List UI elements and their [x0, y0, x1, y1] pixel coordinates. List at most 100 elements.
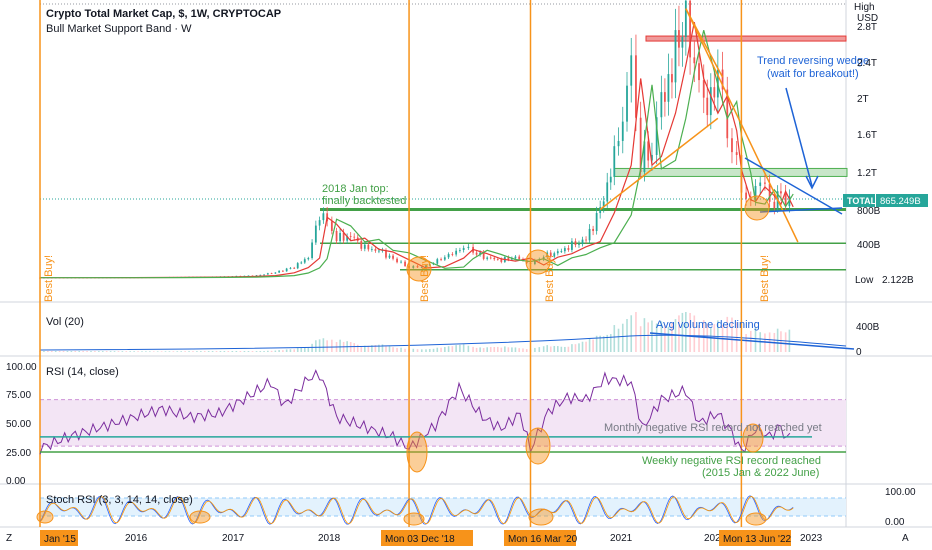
- indicator-label[interactable]: Bull Market Support Band · W: [46, 23, 192, 35]
- candle-body: [416, 266, 419, 268]
- volume-bar: [385, 346, 387, 352]
- candle-body: [467, 246, 470, 248]
- rsi-label[interactable]: RSI (14, close): [46, 366, 119, 378]
- candle-body: [458, 249, 461, 251]
- volume-bar: [219, 351, 222, 352]
- volume-bar: [296, 347, 299, 352]
- volume-bar: [564, 346, 566, 352]
- volume-bar: [592, 339, 594, 352]
- candle-body: [709, 87, 712, 116]
- last-value-badge: [876, 194, 928, 207]
- volume-bar: [606, 334, 609, 352]
- volume-bar: [152, 351, 155, 352]
- volume-bar: [462, 344, 465, 352]
- wedge-label: Trend reversing wedge: [757, 55, 869, 67]
- volume-bar: [105, 351, 108, 352]
- candle-body: [560, 251, 563, 252]
- volume-bar: [322, 338, 325, 352]
- bottom-circle: [189, 510, 211, 524]
- volume-label[interactable]: Vol (20): [46, 316, 84, 328]
- blue-wedge-upper: [744, 157, 843, 215]
- volume-bar: [129, 351, 132, 352]
- candle-body: [259, 274, 262, 276]
- volume-bar: [500, 347, 503, 352]
- volume-bar: [62, 351, 65, 352]
- volume-bar: [121, 351, 124, 352]
- candle-body: [296, 263, 299, 269]
- volume-bar: [489, 346, 492, 352]
- candle-body: [689, 0, 691, 58]
- volume-bar: [599, 335, 601, 352]
- candle-body: [574, 241, 577, 245]
- date-highlight-label: Jan '15: [44, 534, 76, 545]
- wedge-label-2: (wait for breakout!): [767, 68, 859, 80]
- volume-bar: [685, 312, 687, 352]
- candle-body: [571, 241, 573, 250]
- candle-body: [335, 230, 338, 242]
- candle-body: [553, 253, 556, 257]
- volume-bar: [117, 351, 120, 352]
- candle-body: [322, 213, 325, 221]
- volume-bar: [145, 351, 147, 352]
- candle-body: [266, 273, 269, 275]
- candle-body: [726, 89, 729, 139]
- volume-bar: [542, 346, 545, 352]
- volume-bar: [745, 333, 747, 352]
- volume-bar: [571, 344, 573, 352]
- candle-body: [609, 176, 612, 183]
- volume-bar: [467, 345, 470, 352]
- candle-body: [475, 252, 478, 255]
- volume-bar: [660, 321, 663, 352]
- volume-bar: [754, 327, 757, 352]
- candle-body: [621, 121, 624, 141]
- timezone-icon: Z: [6, 533, 12, 544]
- low-label: Low: [855, 275, 874, 286]
- candle-body: [507, 257, 510, 260]
- candle-body: [592, 228, 595, 232]
- volume-bar: [534, 347, 536, 352]
- volume-bar: [425, 349, 427, 352]
- volume-bar: [223, 351, 226, 352]
- jan-top-label-2: finally backtested: [322, 195, 406, 207]
- best-buy-label: Best Buy!: [43, 255, 55, 302]
- volume-bar: [176, 351, 179, 352]
- candle-body: [451, 254, 454, 255]
- volume-bar: [137, 351, 139, 352]
- volume-bar: [549, 346, 552, 352]
- volume-bar: [459, 344, 461, 352]
- volume-bar: [133, 351, 135, 352]
- volume-bar: [196, 351, 198, 352]
- volume-bar: [560, 346, 563, 352]
- volume-bar: [54, 351, 57, 352]
- jan-top-label: 2018 Jan top:: [322, 183, 389, 195]
- candle-body: [651, 154, 653, 161]
- volume-bar: [90, 351, 92, 352]
- volume-bar: [311, 343, 313, 352]
- volume-bar: [689, 312, 691, 352]
- stoch-label[interactable]: Stoch RSI (3, 3, 14, 14, close): [46, 494, 193, 506]
- volume-bar: [595, 335, 598, 352]
- monthly-rsi-label: Monthly negative RSI record not reached …: [604, 422, 822, 434]
- year-label: 2017: [222, 533, 245, 544]
- volume-bar: [43, 351, 45, 352]
- date-highlight: [40, 530, 78, 546]
- price-tick: 1.6T: [857, 130, 877, 141]
- candle-body: [698, 63, 700, 81]
- date-highlight: [381, 530, 473, 546]
- volume-bar: [156, 351, 159, 352]
- chart-title[interactable]: Crypto Total Market Cap, $, 1W, CRYPTOCA…: [46, 8, 282, 20]
- volume-bar: [172, 351, 175, 352]
- volume-bar: [192, 351, 194, 352]
- volume-ma-line: [39, 334, 847, 351]
- candle-body: [511, 258, 513, 260]
- volume-bar: [472, 346, 474, 352]
- volume-bar: [416, 349, 419, 352]
- volume-bar: [392, 347, 394, 352]
- volume-bar: [693, 315, 696, 352]
- candle-body: [330, 221, 333, 231]
- candle-body: [588, 228, 591, 241]
- volume-bar: [353, 343, 356, 352]
- volume-bar: [203, 351, 206, 352]
- candle-body: [346, 236, 349, 241]
